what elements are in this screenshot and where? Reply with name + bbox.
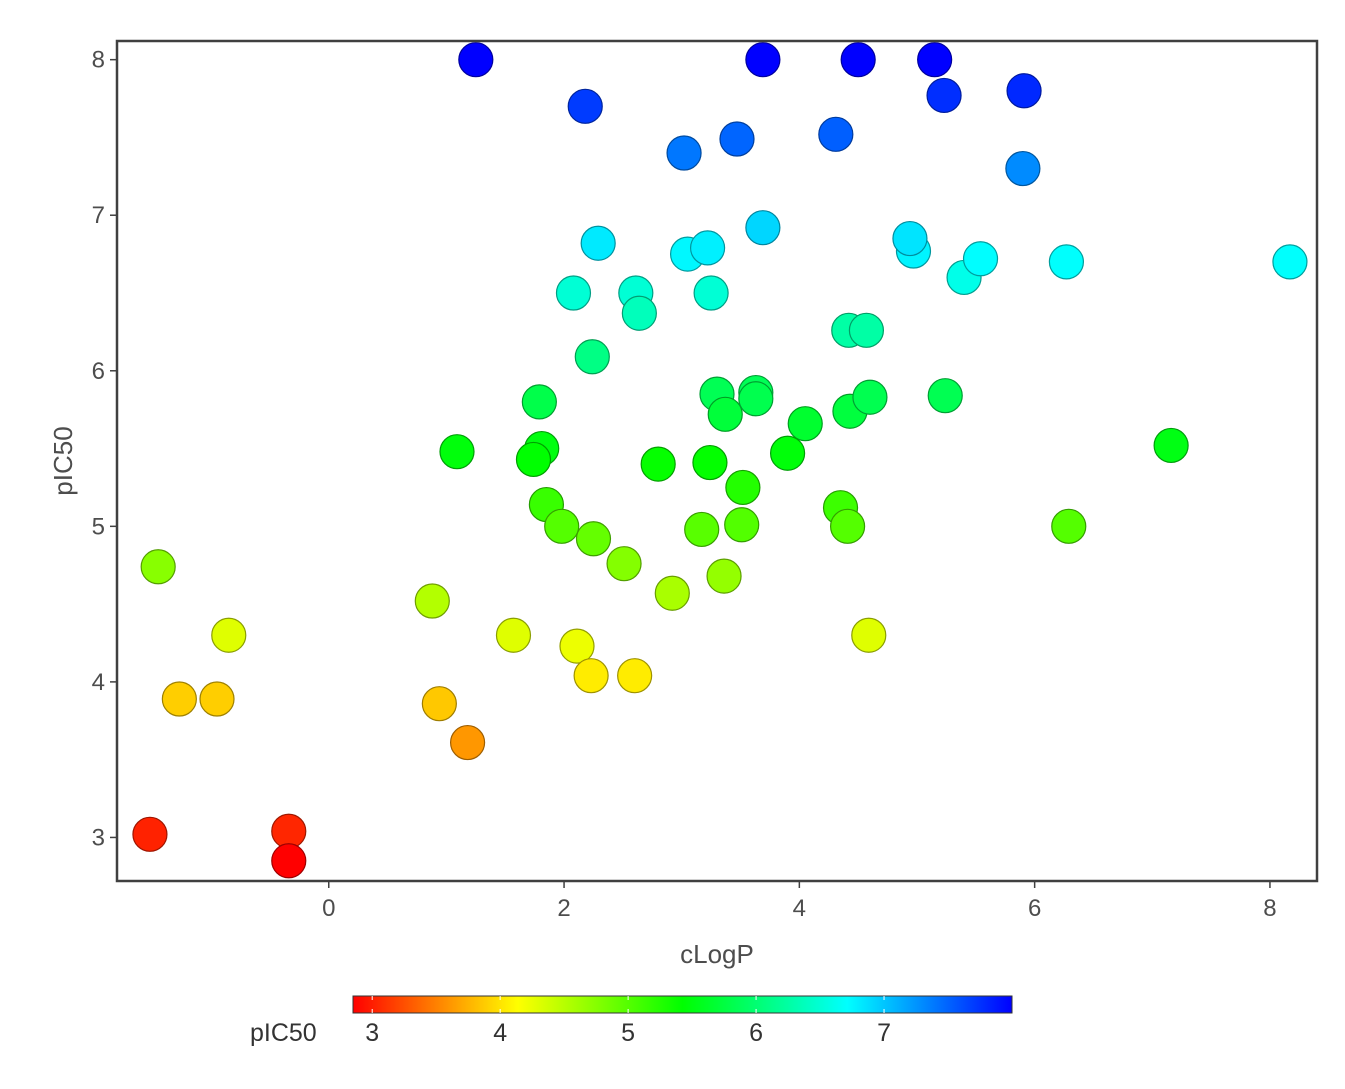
data-point-43 — [725, 469, 761, 506]
data-point-32 — [738, 381, 774, 417]
data-point-23 — [621, 295, 657, 331]
data-point-44 — [1153, 427, 1189, 464]
data-point-2 — [840, 42, 876, 78]
data-point-64 — [161, 681, 197, 717]
data-point-66 — [421, 686, 457, 722]
data-point-48 — [684, 511, 720, 548]
data-point-16 — [892, 220, 928, 257]
data-point-55 — [654, 575, 690, 611]
data-point-69 — [271, 813, 307, 849]
colorbar-tick-label: 5 — [621, 1019, 635, 1047]
data-point-51 — [829, 508, 866, 544]
data-point-53 — [140, 549, 176, 585]
data-point-39 — [515, 441, 552, 478]
y-tick-label: 7 — [92, 202, 105, 229]
x-axis-title: cLogP — [680, 939, 754, 969]
data-point-63 — [617, 658, 653, 694]
data-point-40 — [640, 446, 676, 482]
y-axis: 3 4 5 6 7 8 — [92, 47, 117, 851]
data-point-5 — [926, 77, 962, 114]
data-point-30 — [707, 396, 743, 432]
plot-border — [115, 39, 1319, 883]
colorbar: pIC50 3 4 5 6 7 — [250, 995, 1013, 1047]
data-point-19 — [1048, 244, 1085, 280]
data-point-68 — [132, 816, 168, 852]
data-point-47 — [575, 521, 612, 557]
data-point-14 — [745, 210, 781, 246]
data-point-13 — [689, 230, 726, 266]
data-point-36 — [927, 378, 963, 414]
data-point-46 — [544, 508, 580, 544]
colorbar-tick-label: 3 — [365, 1019, 379, 1047]
data-point-70 — [271, 843, 307, 879]
data-point-67 — [449, 724, 486, 761]
data-point-1 — [745, 42, 781, 78]
y-tick-label: 3 — [92, 824, 105, 851]
data-point-59 — [495, 617, 532, 653]
data-point-61 — [851, 617, 887, 653]
y-tick-label: 6 — [92, 358, 105, 385]
data-point-57 — [414, 583, 450, 619]
data-point-6 — [1006, 73, 1042, 109]
data-point-37 — [439, 434, 475, 470]
data-point-3 — [917, 42, 953, 78]
data-point-4 — [567, 88, 603, 124]
x-tick-label: 6 — [1028, 895, 1041, 922]
colorbar-gradient — [352, 995, 1013, 1014]
x-tick-label: 0 — [322, 895, 335, 922]
colorbar-tick-label: 6 — [749, 1019, 763, 1047]
data-point-18 — [962, 241, 999, 277]
data-point-52 — [1051, 508, 1087, 544]
data-point-41 — [692, 444, 728, 481]
data-point-60 — [559, 628, 595, 664]
data-point-62 — [573, 658, 609, 694]
colorbar-tick-label: 7 — [877, 1019, 891, 1047]
data-point-11 — [580, 225, 616, 261]
data-point-20 — [1272, 244, 1308, 280]
x-tick-label: 4 — [793, 895, 806, 922]
x-tick-label: 2 — [557, 895, 570, 922]
data-point-24 — [693, 275, 729, 311]
y-tick-label: 8 — [92, 47, 105, 74]
colorbar-tick-label: 4 — [493, 1019, 507, 1047]
points-layer — [132, 42, 1308, 879]
data-point-65 — [199, 681, 235, 717]
data-point-21 — [555, 275, 592, 311]
data-point-10 — [1005, 150, 1041, 187]
y-axis-title: pIC50 — [48, 426, 78, 495]
data-point-58 — [211, 617, 247, 653]
data-point-54 — [606, 546, 642, 582]
y-tick-label: 4 — [92, 669, 105, 696]
data-point-28 — [521, 384, 557, 420]
y-tick-label: 5 — [92, 513, 105, 540]
data-point-7 — [666, 135, 702, 171]
data-point-33 — [787, 406, 823, 442]
data-point-27 — [574, 339, 610, 375]
data-point-42 — [769, 435, 806, 471]
data-point-8 — [719, 121, 755, 157]
data-point-26 — [848, 312, 885, 348]
data-point-9 — [818, 116, 854, 152]
x-tick-label: 8 — [1263, 895, 1276, 922]
colorbar-title: pIC50 — [250, 1019, 317, 1047]
data-point-49 — [724, 507, 760, 543]
x-axis: 0 2 4 6 8 — [322, 881, 1277, 922]
colorbar-ticks: 3 4 5 6 7 — [365, 996, 891, 1047]
data-point-56 — [706, 558, 742, 594]
data-point-35 — [852, 379, 888, 415]
data-point-0 — [458, 42, 494, 78]
